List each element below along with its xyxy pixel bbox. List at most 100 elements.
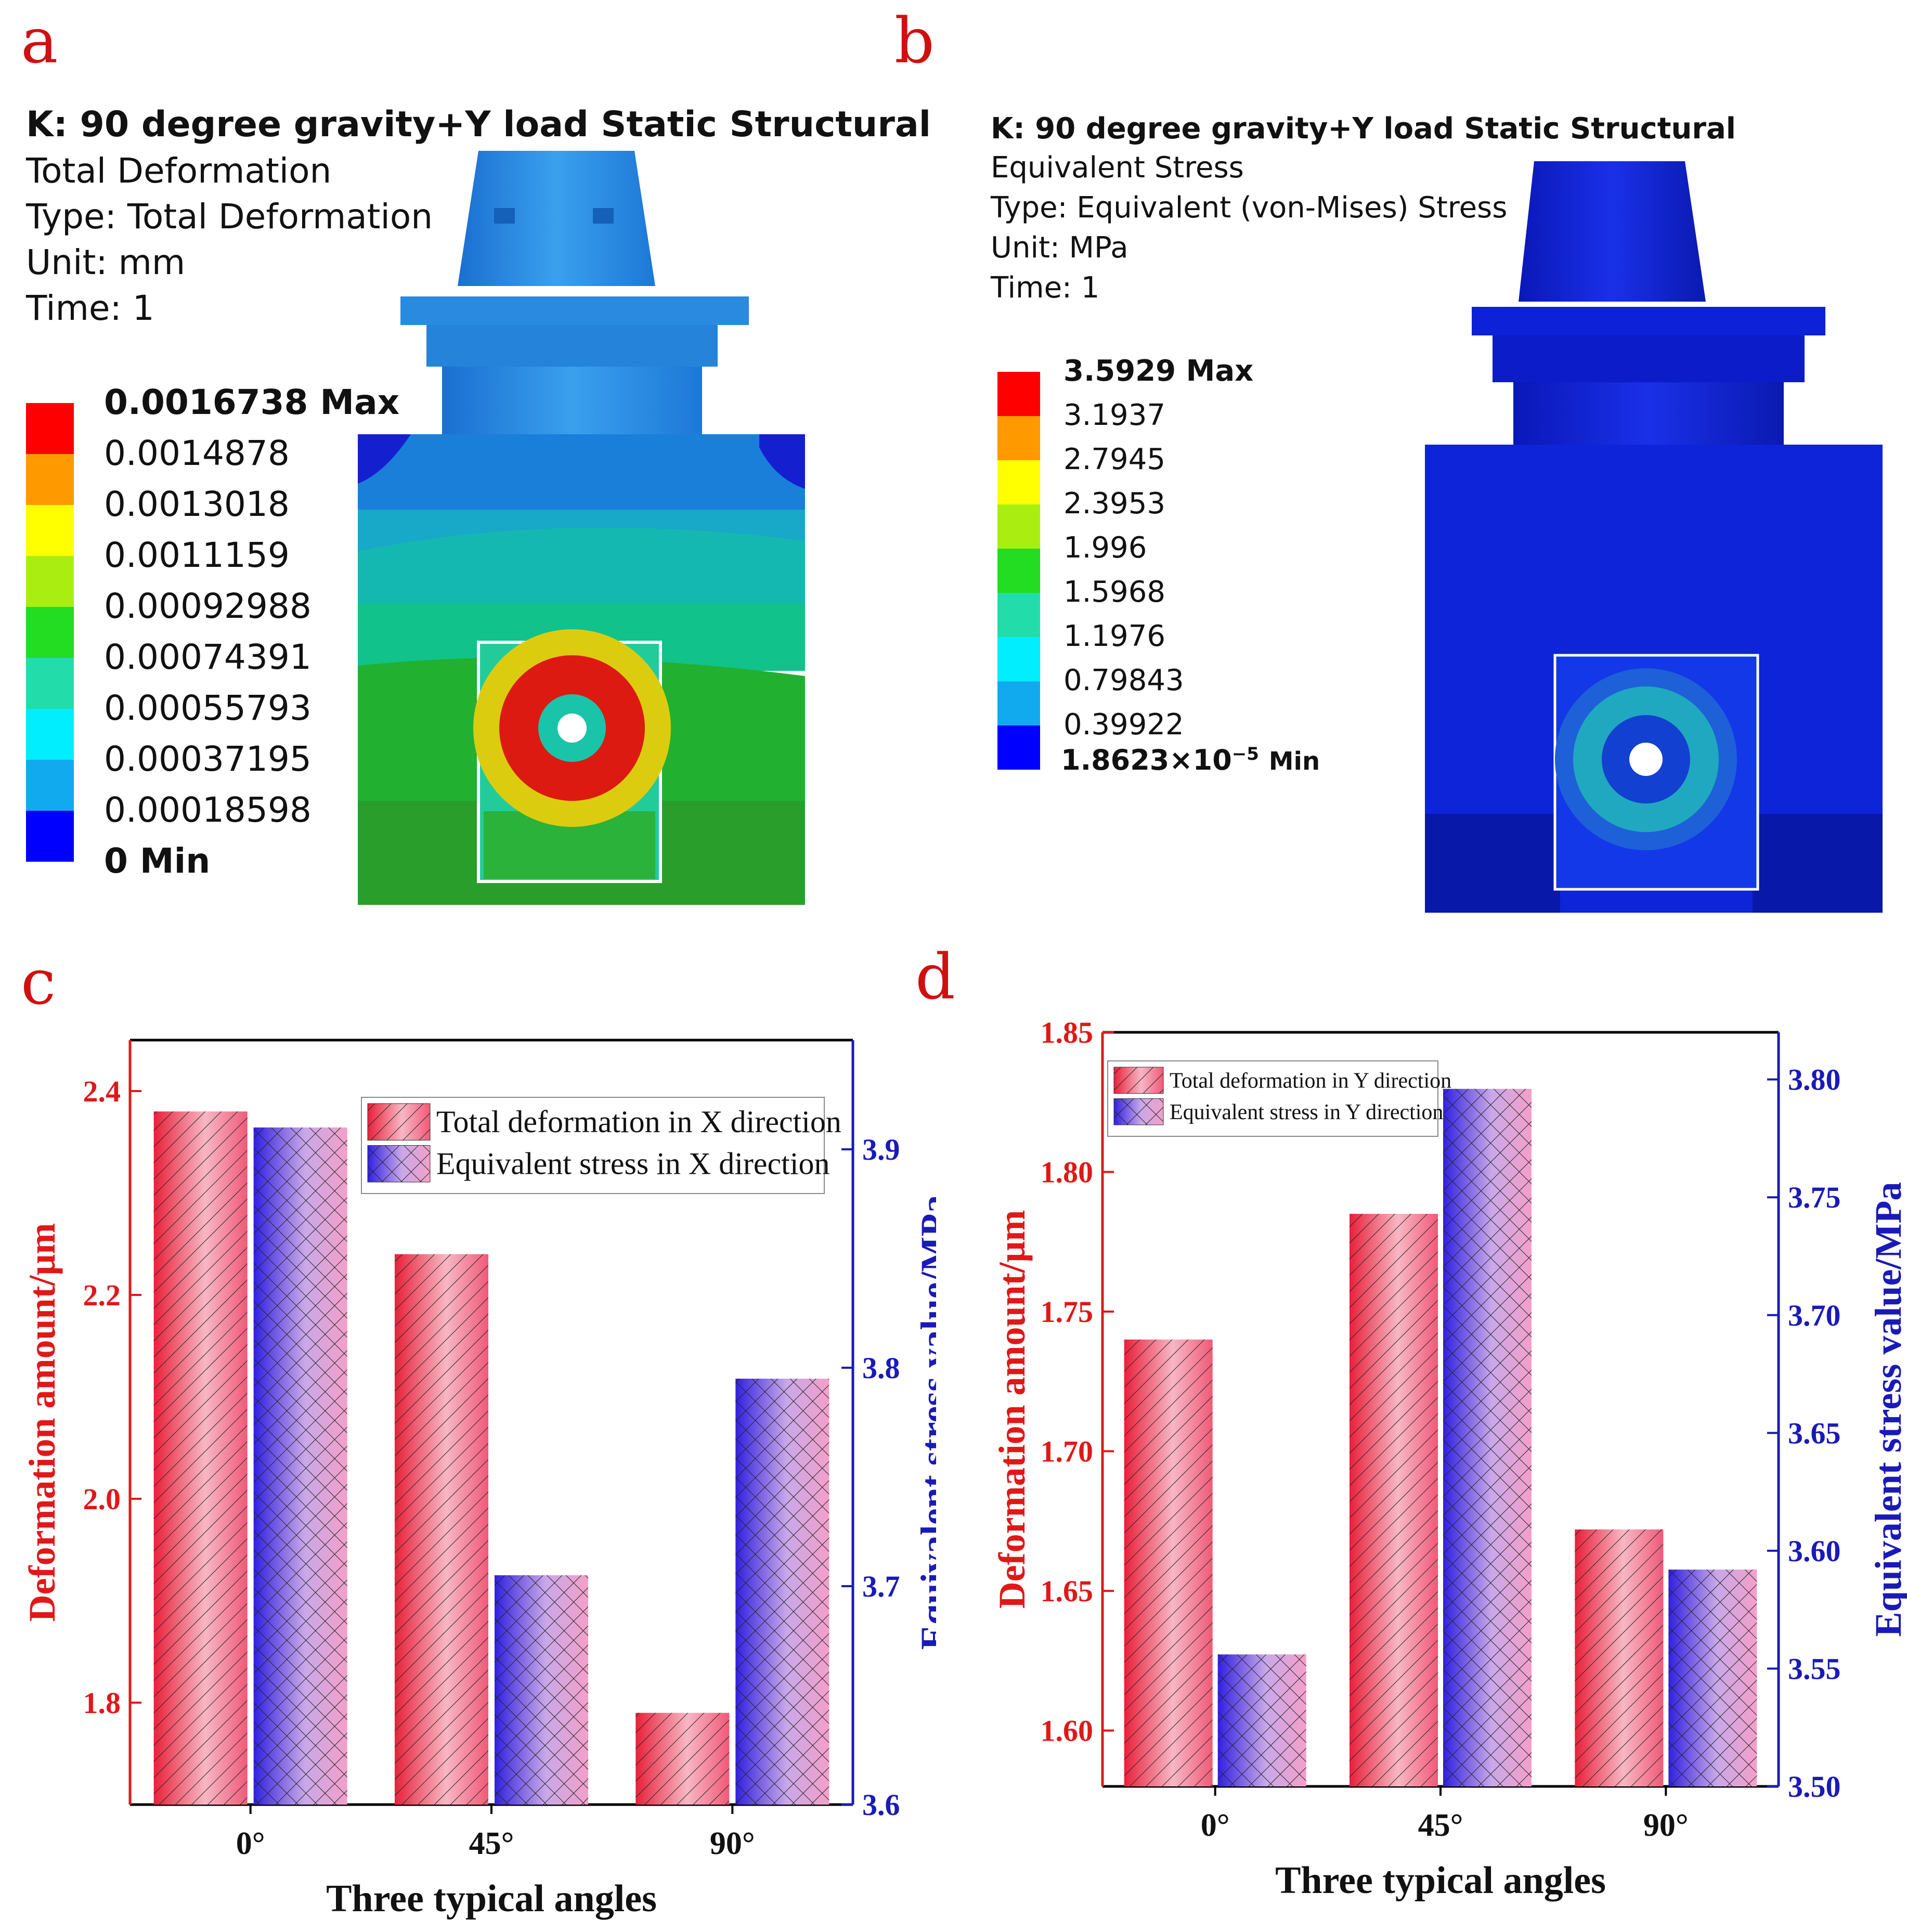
- legend-b-label-4: 1.996: [1063, 531, 1147, 565]
- legend-a-label-1: 0.0014878: [104, 433, 290, 474]
- legend-b-min-pow: 10: [1192, 744, 1232, 776]
- legend-a-swatch-6: [26, 709, 74, 760]
- bar-hatch-left-0: [1124, 1339, 1213, 1786]
- legend-b-min-suffix: Min: [1268, 747, 1320, 776]
- fea-a-line-1: Total Deformation: [26, 151, 332, 191]
- legend-b-label-6: 1.1976: [1063, 619, 1165, 654]
- fea-a-line-3: Unit: mm: [26, 242, 186, 282]
- y-axis-title: Deformation amount/μm: [991, 1210, 1033, 1609]
- legend-label-1: Equivalent stress in X direction: [436, 1146, 830, 1181]
- legend-a-swatch-2: [26, 505, 74, 556]
- bar-hatch-left-1: [395, 1254, 488, 1805]
- legend-b-swatch-2: [997, 460, 1040, 504]
- legend-b-label-1: 3.1937: [1063, 398, 1165, 433]
- model-b-top-cylinder: [1472, 161, 1825, 445]
- legend-b-label-2: 2.7945: [1063, 443, 1165, 477]
- left-tick-label-2: 1.70: [1041, 1435, 1094, 1469]
- legend-b-swatch-6: [997, 637, 1040, 681]
- legend-a-swatch-5: [26, 658, 74, 709]
- legend-a-swatch-7: [26, 760, 74, 811]
- model-a-housing: [358, 434, 805, 905]
- legend-a-swatch-8: [26, 811, 74, 862]
- right-tick-label-1: 3.55: [1788, 1652, 1841, 1685]
- bar-hatch-left-2: [635, 1713, 730, 1805]
- right-tick-label-2: 3.8: [862, 1351, 900, 1385]
- legend-a-swatch-4: [26, 607, 74, 658]
- fea-model-a: [358, 151, 805, 905]
- legend-a-swatch-3: [26, 556, 74, 607]
- right-tick-label-3: 3.9: [862, 1133, 900, 1166]
- left-tick-label-3: 2.4: [83, 1074, 121, 1108]
- left-tick-label-2: 2.2: [83, 1278, 121, 1312]
- legend-swatch-hatch-1: [368, 1145, 430, 1182]
- legend-swatch-hatch-0: [1114, 1067, 1163, 1094]
- panel-letter-b: b: [894, 5, 935, 77]
- right-tick-label-5: 3.75: [1788, 1181, 1841, 1214]
- legend-a-label-3: 0.0011159: [104, 535, 290, 576]
- left-tick-label-0: 1.8: [83, 1686, 121, 1720]
- fea-b-line-4: Time: 1: [991, 271, 1100, 305]
- fea-b-title: K: 90 degree gravity+Y load Static Struc…: [991, 112, 1736, 146]
- x-axis-title: Three typical angles: [1275, 1859, 1606, 1902]
- x-tick-label-2: 90°: [1643, 1808, 1689, 1843]
- fea-a-title: K: 90 degree gravity+Y load Static Struc…: [26, 104, 931, 145]
- legend-a-label-6: 0.00055793: [104, 688, 312, 729]
- model-b-housing: [1425, 445, 1883, 913]
- legend-frame: [361, 1097, 825, 1194]
- left-tick-label-1: 1.65: [1041, 1574, 1094, 1608]
- right-tick-label-4: 3.70: [1788, 1299, 1841, 1332]
- legend-b-swatch-1: [997, 416, 1040, 460]
- legend-a-label-4: 0.00092988: [104, 586, 312, 627]
- legend-label-0: Total deformation in Y direction: [1170, 1069, 1451, 1093]
- bar-hatch-right-2: [1668, 1570, 1757, 1786]
- left-tick-label-5: 1.85: [1041, 1016, 1094, 1049]
- legend-b-label-7: 0.79843: [1063, 664, 1184, 698]
- legend-a-swatch-0: [26, 403, 74, 454]
- left-tick-label-3: 1.75: [1041, 1295, 1094, 1329]
- bar-hatch-left-1: [1350, 1214, 1438, 1786]
- fea-b-line-2: Type: Equivalent (von-Mises) Stress: [991, 191, 1508, 225]
- legend-b-swatch-7: [997, 681, 1040, 725]
- right-tick-label-0: 3.6: [862, 1788, 900, 1822]
- y2-axis-title: Equivalent stress value/MPa: [1867, 1182, 1907, 1637]
- legend-b-label-8: 0.39922: [1063, 708, 1184, 742]
- bar-hatch-right-0: [253, 1127, 347, 1805]
- right-tick-label-2: 3.60: [1788, 1534, 1841, 1568]
- legend-a-label-5: 0.00074391: [104, 637, 312, 678]
- legend-b-min-label: 1.8623×10−5 Min: [1061, 744, 1320, 776]
- legend-b-min-times: ×: [1169, 744, 1193, 776]
- bar-hatch-right-0: [1217, 1654, 1306, 1786]
- legend-b-label-0: 3.5929 Max: [1063, 354, 1254, 388]
- legend-a-label-9: 0 Min: [104, 841, 211, 881]
- legend-a-label-2: 0.0013018: [104, 484, 290, 525]
- legend-b-swatch-3: [997, 504, 1040, 549]
- fea-b-line-1: Equivalent Stress: [991, 151, 1244, 185]
- fea-model-b: [1425, 161, 1883, 913]
- legend-label-1: Equivalent stress in Y direction: [1170, 1100, 1443, 1124]
- left-tick-label-0: 1.60: [1041, 1714, 1094, 1748]
- fea-a-line-4: Time: 1: [26, 288, 154, 328]
- legend-b-label-5: 1.5968: [1063, 575, 1165, 610]
- bar-hatch-right-1: [495, 1575, 588, 1805]
- legend-b-min-base: 1.8623: [1061, 744, 1170, 776]
- x-axis-title: Three typical angles: [326, 1877, 657, 1920]
- right-tick-label-6: 3.80: [1788, 1063, 1841, 1097]
- panel-letter-a: a: [21, 5, 58, 77]
- legend-swatch-hatch-1: [1114, 1098, 1163, 1125]
- left-tick-label-1: 2.0: [83, 1482, 121, 1516]
- y-axis-title: Deformation amount/μm: [21, 1223, 63, 1622]
- legend-b-swatch-8: [997, 725, 1040, 770]
- legend-a-label-0: 0.0016738 Max: [104, 382, 400, 423]
- x-tick-label-1: 45°: [1418, 1808, 1463, 1843]
- bar-hatch-right-1: [1443, 1088, 1532, 1786]
- legend-b-swatch-4: [997, 549, 1040, 593]
- bar-hatch-right-2: [735, 1379, 829, 1805]
- right-tick-label-0: 3.50: [1788, 1770, 1841, 1804]
- x-tick-label-0: 0°: [236, 1826, 265, 1861]
- legend-label-0: Total deformation in X direction: [436, 1105, 841, 1139]
- left-tick-label-4: 1.80: [1041, 1156, 1094, 1189]
- model-a-top-cylinder: [400, 151, 749, 434]
- x-tick-label-1: 45°: [469, 1826, 514, 1861]
- fea-a-line-2: Type: Total Deformation: [26, 197, 433, 237]
- legend-b-label-3: 2.3953: [1063, 487, 1165, 521]
